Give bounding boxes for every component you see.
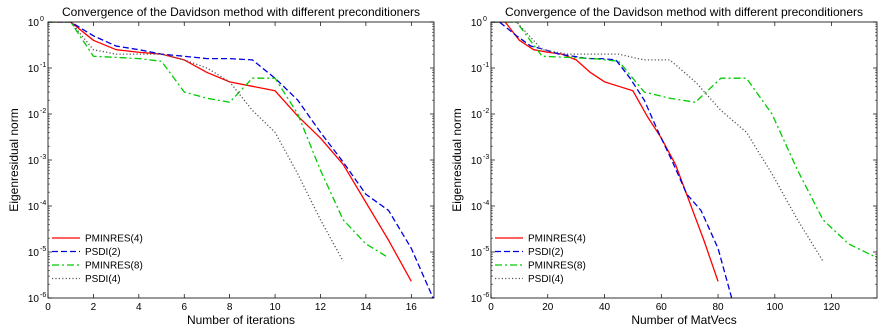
y-tick-label: 10 (471, 64, 483, 75)
y-tick-exponent: -6 (483, 292, 489, 299)
y-axis-label: Eigenresidual norm (450, 108, 464, 211)
y-tick-exponent: -1 (40, 62, 46, 69)
legend-label: PSDI(4) (85, 274, 121, 285)
y-tick-label: 10 (471, 294, 483, 305)
y-tick-label: 10 (471, 248, 483, 259)
y-tick-label: 10 (28, 18, 40, 29)
series-line-psdi-4- (48, 22, 344, 262)
y-tick-exponent: 0 (483, 16, 487, 23)
legend-label: PSDI(2) (528, 247, 564, 258)
y-tick-exponent: -2 (483, 108, 489, 115)
legend-label: PMINRES(8) (85, 261, 143, 272)
chart-title: Convergence of the Davidson method with … (505, 5, 863, 19)
x-tick-label: 4 (136, 302, 142, 313)
y-tick-exponent: -6 (40, 292, 46, 299)
x-axis-label: Number of MatVecs (631, 313, 736, 327)
y-tick-label: 10 (471, 18, 483, 29)
x-tick-label: 120 (823, 302, 840, 313)
series-line-pminres-8- (48, 22, 389, 259)
series-line-pminres-4- (491, 22, 719, 282)
y-tick-exponent: -3 (40, 154, 46, 161)
x-tick-label: 16 (406, 302, 418, 313)
legend-label: PMINRES(4) (85, 234, 143, 245)
x-tick-label: 80 (712, 302, 724, 313)
y-tick-exponent: 0 (40, 16, 44, 23)
x-tick-label: 6 (181, 302, 187, 313)
x-tick-label: 8 (227, 302, 233, 313)
series-line-psdi-2- (48, 22, 434, 298)
y-axis-label: Eigenresidual norm (7, 108, 21, 211)
chart-title: Convergence of the Davidson method with … (62, 5, 420, 19)
legend-label: PSDI(4) (528, 274, 564, 285)
x-tick-label: 20 (542, 302, 554, 313)
legend-label: PSDI(2) (85, 247, 121, 258)
legend: PMINRES(4) PSDI(2) PMINRES(8) PSDI(4) (52, 234, 143, 285)
y-tick-exponent: -2 (40, 108, 46, 115)
x-tick-label: 60 (656, 302, 668, 313)
y-tick-exponent: -4 (40, 200, 46, 207)
y-tick-label: 10 (28, 156, 40, 167)
y-tick-label: 10 (28, 110, 40, 121)
y-tick-exponent: -5 (40, 246, 46, 253)
y-tick-label: 10 (28, 294, 40, 305)
x-tick-label: 0 (488, 302, 494, 313)
y-tick-label: 10 (28, 202, 40, 213)
series-line-psdi-2- (491, 22, 733, 298)
y-tick-exponent: -4 (483, 200, 489, 207)
x-tick-label: 12 (315, 302, 327, 313)
series-line-pminres-8- (491, 22, 877, 259)
x-tick-label: 10 (269, 302, 281, 313)
y-tick-exponent: -3 (483, 154, 489, 161)
x-tick-label: 40 (599, 302, 611, 313)
y-tick-exponent: -5 (483, 246, 489, 253)
legend-label: PMINRES(4) (528, 234, 586, 245)
legend: PMINRES(4) PSDI(2) PMINRES(8) PSDI(4) (495, 234, 586, 285)
y-tick-label: 10 (471, 202, 483, 213)
x-axis-label: Number of iterations (187, 313, 295, 327)
y-tick-label: 10 (28, 64, 40, 75)
legend-label: PMINRES(8) (528, 261, 586, 272)
x-tick-label: 100 (766, 302, 783, 313)
x-tick-label: 2 (91, 302, 97, 313)
x-tick-label: 0 (45, 302, 51, 313)
y-tick-label: 10 (28, 248, 40, 259)
y-tick-label: 10 (471, 110, 483, 121)
y-tick-exponent: -1 (483, 62, 489, 69)
x-tick-label: 14 (360, 302, 372, 313)
y-tick-label: 10 (471, 156, 483, 167)
